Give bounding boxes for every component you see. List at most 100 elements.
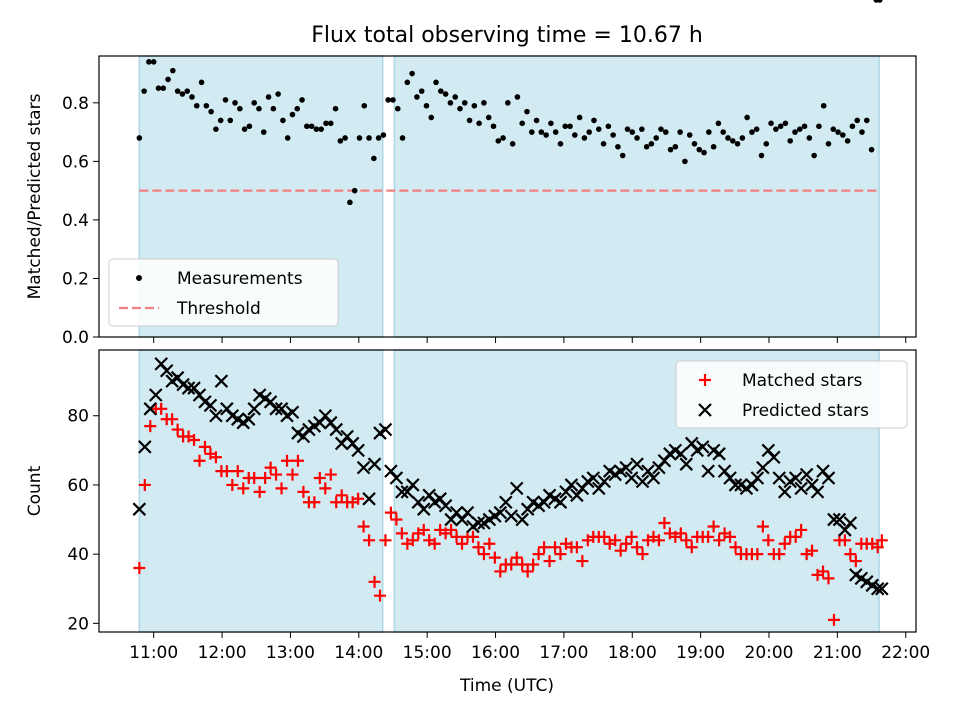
y-axis-label: Count (25, 465, 45, 516)
legend-label-measurements: Measurements (177, 269, 303, 289)
matched-star-point (264, 461, 277, 474)
matched-star-point (352, 492, 365, 505)
matched-star-point (313, 472, 326, 485)
measurement-point (744, 114, 750, 121)
measurement-point (232, 100, 238, 106)
measurement-point (280, 117, 286, 124)
x-tick-label: 18:00 (608, 643, 657, 663)
measurement-point (193, 102, 200, 109)
measurement-point (782, 120, 789, 127)
matched-star-point (384, 506, 397, 519)
matched-star-point (778, 537, 791, 550)
measurement-point (600, 141, 607, 147)
matched-star-point (707, 520, 720, 533)
ratio-panel: 0.0 0.2 0.4 0.6 0.8 Matched/Predicted stars Me… (25, 0, 917, 348)
measurement-point (548, 120, 554, 127)
matched-star-point (445, 523, 458, 536)
matched-star-point (477, 548, 490, 561)
predicted-star-point (143, 402, 158, 416)
measurement-point (629, 129, 636, 135)
predicted-star-point (635, 474, 650, 489)
x-tick-label: 16:00 (471, 643, 520, 663)
matched-star-point (806, 544, 819, 557)
measurement-point (581, 135, 588, 141)
predicted-star-point (695, 440, 710, 454)
axes-frame (98, 349, 917, 633)
measurement-point (332, 105, 339, 112)
predicted-star-point (624, 471, 639, 485)
matched-star-point (838, 534, 851, 547)
measurement-point (763, 141, 770, 147)
measurement-point (653, 135, 660, 141)
measurement-point (863, 117, 870, 124)
matched-star-point (658, 517, 671, 530)
legend-matched-marker (699, 374, 711, 386)
measurement-point (634, 135, 640, 141)
matched-star-point (488, 551, 501, 564)
measurement-point (438, 88, 444, 94)
predicted-star-point (788, 471, 803, 485)
predicted-star-point (597, 474, 612, 489)
measurement-point (136, 135, 143, 141)
measurement-point (615, 143, 621, 150)
measurement-point (557, 141, 564, 147)
matched-star-point (193, 454, 206, 467)
matched-star-point (685, 541, 698, 554)
measurement-point (801, 123, 808, 130)
measurement-point (222, 97, 229, 103)
predicted-star-point (772, 471, 787, 485)
matched-star-point (417, 523, 430, 536)
measurement-point (165, 76, 171, 83)
matched-star-point (538, 541, 551, 554)
x-axis-label: Time (UTC) (459, 676, 554, 696)
measurement-point (876, 0, 883, 3)
measurement-point (394, 105, 401, 112)
measurement-point (605, 123, 612, 130)
predicted-star-point (181, 381, 196, 395)
predicted-star-point (630, 457, 644, 471)
measurement-point (251, 100, 257, 106)
measurement-point (572, 132, 578, 138)
measurement-point (323, 120, 329, 127)
y-tick-label: 0.6 (62, 152, 89, 172)
measurement-point (227, 117, 234, 124)
predicted-star-point (378, 422, 393, 437)
matched-star-point (762, 534, 775, 547)
measurement-point (256, 105, 262, 112)
predicted-star-point (460, 505, 475, 520)
predicted-star-point (564, 478, 579, 492)
measurement-point (706, 129, 712, 135)
measurement-point (246, 123, 253, 130)
measurement-point (753, 126, 760, 132)
measurement-point (447, 100, 454, 106)
measurement-point (528, 129, 535, 135)
measurement-point (509, 141, 516, 147)
predicted-star-point (209, 408, 223, 423)
predicted-star-point (389, 471, 404, 485)
x-tick-label: 17:00 (539, 643, 588, 663)
predicted-star-point (875, 581, 889, 596)
y-tick-label: 0.2 (62, 269, 89, 289)
matched-star-point (871, 541, 884, 554)
predicted-star-point (509, 481, 524, 496)
count-panel: 20 40 60 80 11:00 12:00 13:00 14:00 15:00 16:00 17… (25, 349, 930, 663)
predicted-star-point (515, 512, 529, 527)
measurement-point (715, 120, 722, 127)
measurement-point (409, 70, 415, 77)
measurement-point (414, 94, 420, 100)
matched-star-point (171, 423, 184, 436)
measurement-point (299, 97, 305, 103)
measurement-point (500, 135, 506, 141)
matched-star-point (209, 451, 222, 464)
measurement-point (442, 91, 449, 97)
measurement-point (304, 123, 310, 130)
measurement-point (696, 146, 703, 153)
measurement-point (691, 141, 698, 147)
measurement-point (667, 146, 674, 153)
predicted-star-point (843, 516, 858, 530)
legend: Matched stars Predicted stars (675, 360, 908, 429)
measurement-point (275, 91, 281, 97)
measurement-point (639, 126, 645, 132)
measurement-point (337, 138, 344, 144)
matched-star-point (357, 520, 370, 533)
